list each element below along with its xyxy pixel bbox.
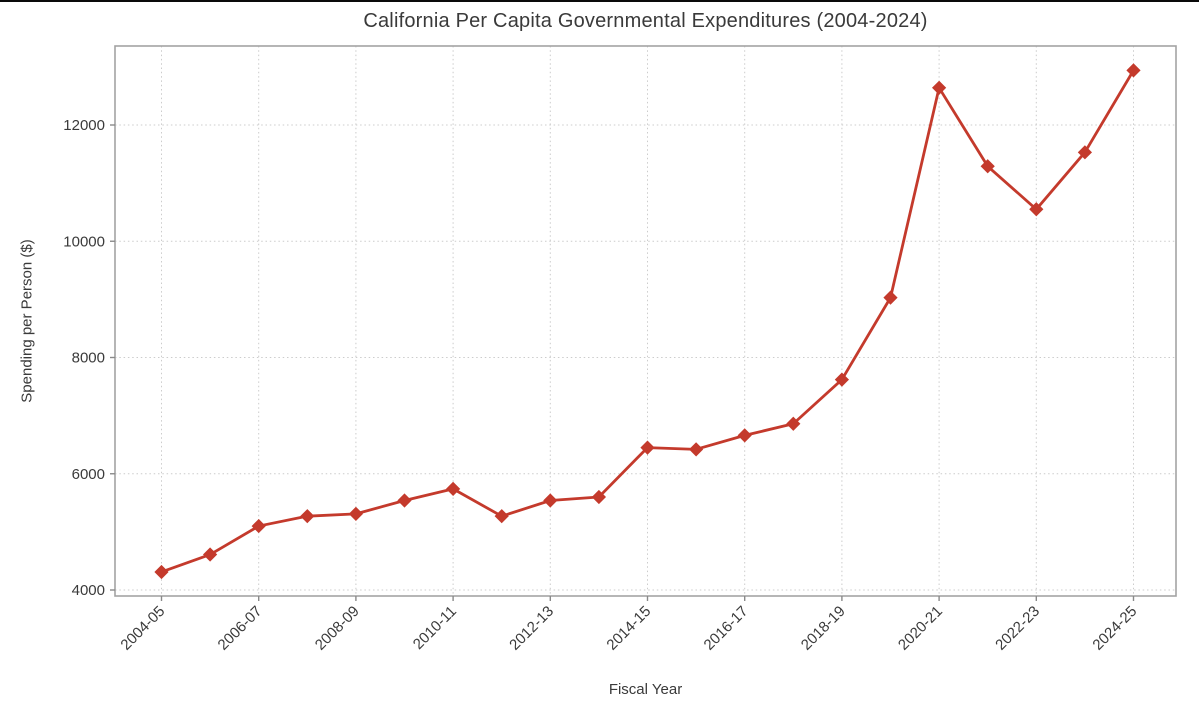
data-point-marker <box>883 290 898 305</box>
data-point-marker <box>931 80 947 95</box>
data-point-marker <box>834 372 850 387</box>
data-point-marker <box>688 442 704 457</box>
y-tick-label: 12000 <box>63 117 105 134</box>
data-point-marker <box>1126 63 1141 78</box>
data-point-marker <box>202 547 218 562</box>
data-point-marker <box>397 493 412 508</box>
data-point-marker <box>980 159 995 174</box>
y-tick-label: 6000 <box>72 466 105 483</box>
data-point-marker <box>543 493 558 508</box>
x-tick-label: 2010-11 <box>410 603 460 653</box>
x-tick-label: 2018-19 <box>798 603 849 654</box>
data-point-marker <box>786 416 801 431</box>
data-point-marker <box>640 440 655 455</box>
plot-border <box>114 45 1177 597</box>
x-tick-label: 2004-05 <box>117 603 168 654</box>
x-tick-label: 2008-09 <box>312 603 363 654</box>
data-point-marker <box>591 489 607 505</box>
x-tick-label: 2024-25 <box>1089 603 1140 654</box>
x-tick-label: 2006-07 <box>215 603 266 654</box>
data-point-marker <box>494 509 509 524</box>
data-point-marker <box>154 564 169 580</box>
top-border-line <box>0 0 1199 2</box>
x-tick-label: 2016-17 <box>701 603 752 654</box>
y-tick-label: 4000 <box>72 582 105 599</box>
x-tick-label: 2022-23 <box>992 603 1043 654</box>
x-tick-label: 2020-21 <box>895 603 946 654</box>
x-tick-label: 2012-13 <box>506 603 557 654</box>
x-axis-label: Fiscal Year <box>608 681 683 698</box>
data-point-marker <box>1077 145 1093 160</box>
x-tick-label: 2014-15 <box>603 603 654 654</box>
data-point-marker <box>251 518 266 534</box>
data-point-marker <box>1029 202 1044 217</box>
y-tick-label: 10000 <box>63 233 105 250</box>
data-point-marker <box>445 481 461 496</box>
data-point-marker <box>737 428 752 443</box>
y-tick-label: 8000 <box>72 350 105 367</box>
data-point-marker <box>348 506 364 521</box>
data-point-marker <box>300 509 315 524</box>
chart-title: California Per Capita Governmental Expen… <box>363 10 928 32</box>
